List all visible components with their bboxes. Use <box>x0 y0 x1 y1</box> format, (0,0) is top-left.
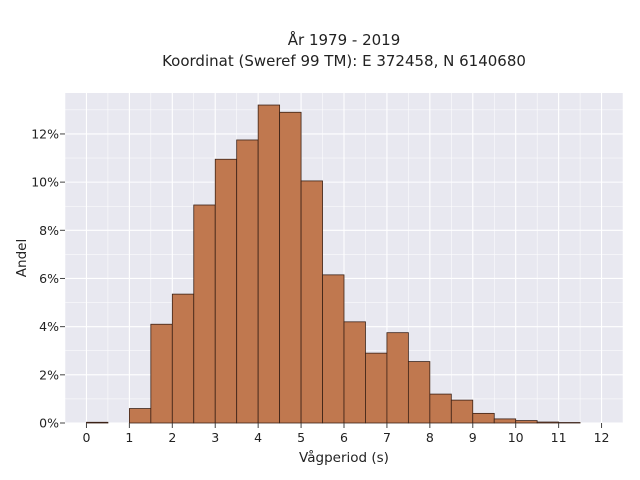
histogram-bar <box>236 139 259 424</box>
histogram-bars <box>86 104 581 424</box>
histogram-bar <box>214 158 238 424</box>
x-tick-label: 6 <box>340 430 348 445</box>
histogram-bar <box>472 412 495 424</box>
y-tick-label: 0% <box>39 416 59 431</box>
x-tick-label: 4 <box>254 430 262 445</box>
y-axis-label: Andel <box>14 239 30 277</box>
x-tick-label: 12 <box>594 430 610 445</box>
histogram-bar <box>515 420 538 424</box>
histogram-bar <box>450 399 474 424</box>
x-tick-label: 0 <box>82 430 90 445</box>
x-tick-label: 9 <box>469 430 477 445</box>
y-tick-label: 12% <box>31 126 59 141</box>
x-tick-label: 11 <box>551 430 567 445</box>
histogram-bar <box>343 321 366 424</box>
y-tick-label: 4% <box>39 319 59 334</box>
x-tick-label: 10 <box>508 430 524 445</box>
histogram-bar <box>407 361 431 424</box>
histogram-bar <box>171 293 195 424</box>
histogram-bar <box>150 323 173 424</box>
x-tick-label: 5 <box>297 430 305 445</box>
y-tick-label: 10% <box>31 175 59 190</box>
x-tick-label: 8 <box>426 430 434 445</box>
y-tick-label: 6% <box>39 271 59 286</box>
histogram-bar <box>86 421 109 424</box>
y-axis-ticks: 0% 2% 4% 6% 8% 10% 12% <box>31 126 65 431</box>
x-tick-label: 2 <box>168 430 176 445</box>
histogram-bar <box>493 418 517 424</box>
histogram-bar <box>128 408 152 424</box>
chart-title-line-2: Koordinat (Sweref 99 TM): E 372458, N 61… <box>162 52 526 70</box>
y-tick-label: 2% <box>39 367 59 382</box>
x-tick-label: 3 <box>211 430 219 445</box>
histogram-bar <box>429 393 452 424</box>
x-tick-label: 1 <box>125 430 133 445</box>
histogram-bar <box>386 332 409 424</box>
histogram-bar <box>536 421 560 424</box>
x-tick-label: 7 <box>383 430 391 445</box>
histogram-bar <box>300 180 323 424</box>
x-axis-label: Vågperiod (s) <box>299 449 389 466</box>
y-tick-label: 8% <box>39 223 59 238</box>
histogram-bar <box>257 104 281 424</box>
chart-title-line-1: År 1979 - 2019 <box>288 30 401 49</box>
histogram-bar <box>193 204 216 424</box>
x-axis-ticks: 0 1 2 3 4 5 6 7 8 9 10 11 12 <box>82 423 609 445</box>
histogram-bar <box>322 274 345 424</box>
histogram-bar <box>365 352 388 424</box>
histogram-bar <box>279 111 302 424</box>
